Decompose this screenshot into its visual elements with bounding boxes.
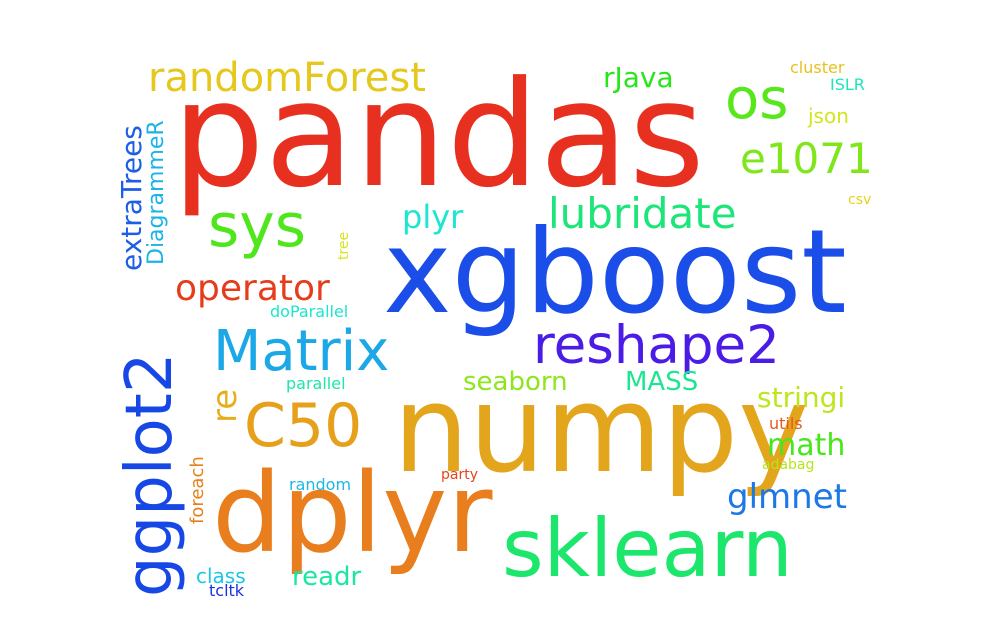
word-csv: csv [848, 192, 872, 208]
word-tree: tree [336, 231, 352, 260]
word-randomForest: randomForest [148, 55, 426, 101]
word-pandas: pandas [172, 50, 705, 220]
word-Matrix: Matrix [213, 319, 390, 384]
word-ggplot2: ggplot2 [113, 352, 187, 597]
word-stringi: stringi [757, 381, 846, 414]
word-readr: readr [292, 562, 362, 592]
word-MASS: MASS [625, 367, 699, 397]
word-reshape2: reshape2 [533, 315, 780, 376]
word-dplyr: dplyr [212, 449, 493, 577]
word-operator: operator [175, 268, 330, 309]
word-math: math [767, 428, 846, 463]
word-lubridate: lubridate [548, 189, 737, 238]
word-glmnet: glmnet [727, 477, 847, 517]
word-xgboost: xgboost [383, 205, 847, 340]
word-random: random [289, 475, 352, 494]
word-sys: sys [208, 191, 307, 261]
word-class: class [196, 564, 246, 588]
word-utils: utils [769, 414, 803, 433]
word-foreach: foreach [187, 456, 208, 524]
word-parallel: parallel [286, 374, 346, 393]
word-doParallel: doParallel [270, 302, 349, 321]
word-ISLR: ISLR [830, 75, 865, 94]
word-plyr: plyr [402, 198, 464, 236]
word-seaborn: seaborn [463, 367, 568, 397]
word-extraTrees: extraTrees [115, 125, 148, 271]
word-C50: C50 [244, 391, 363, 461]
word-json: json [808, 104, 849, 128]
word-re: re [205, 388, 245, 423]
word-adabag: adabag [762, 457, 815, 473]
word-numpy: numpy [393, 361, 810, 500]
word-os: os [725, 67, 789, 132]
word-DiagrammeR: DiagrammeR [144, 120, 169, 265]
word-rJava: rJava [603, 61, 674, 94]
word-e1071: e1071 [740, 134, 873, 183]
word-tcltk: tcltk [209, 581, 245, 600]
word-party: party [441, 467, 478, 483]
word-cluster: cluster [790, 58, 845, 77]
word-sklearn: sklearn [502, 502, 793, 595]
